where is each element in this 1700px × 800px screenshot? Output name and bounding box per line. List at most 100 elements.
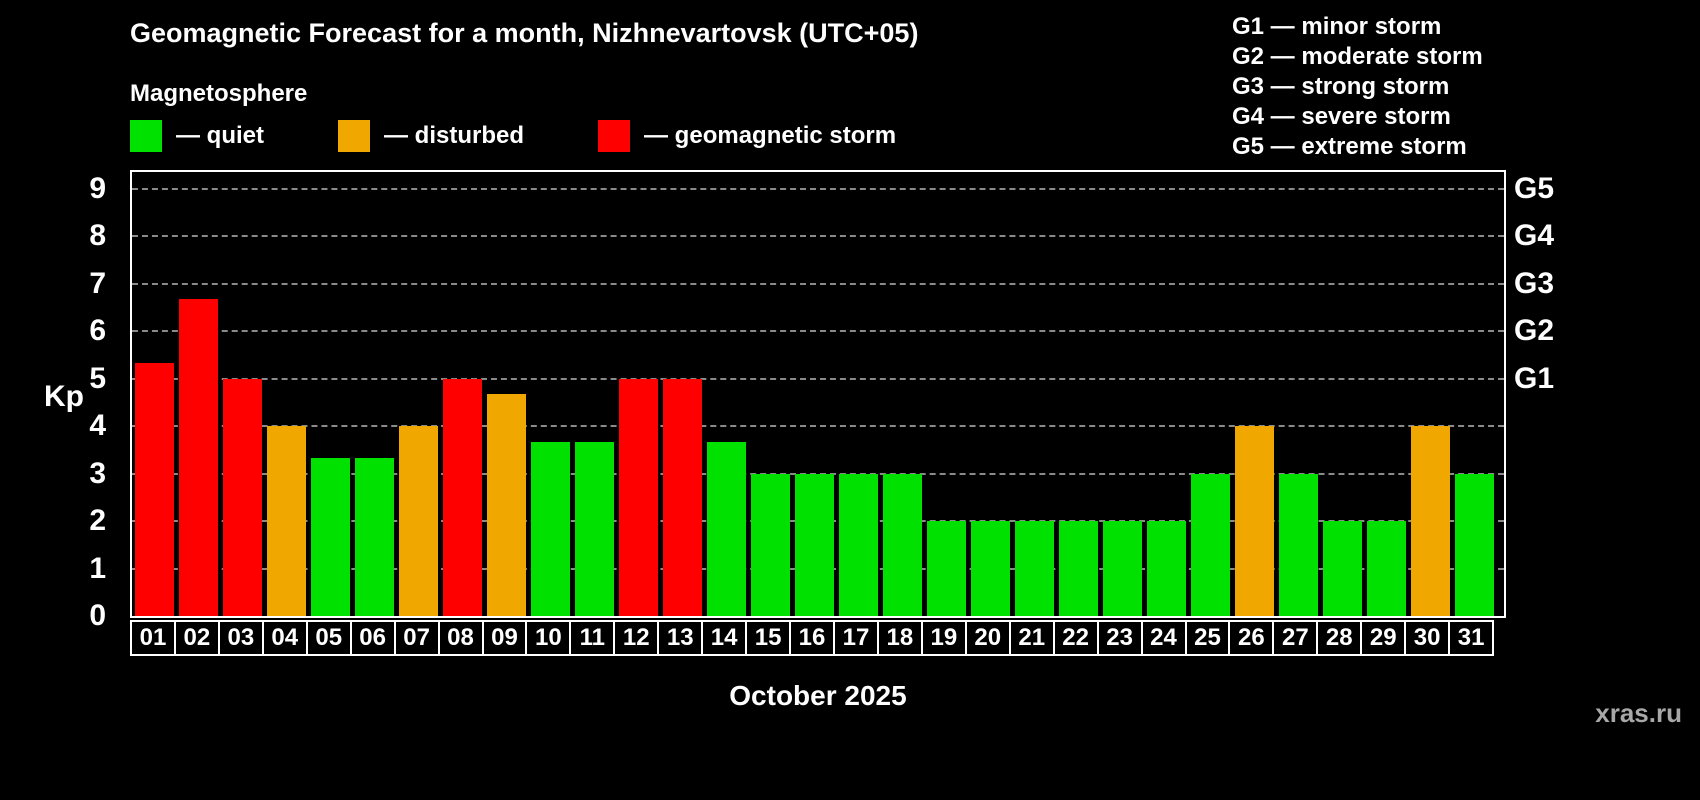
- kp-bar-day-02: [178, 299, 218, 616]
- storm-scale-g2: G2 — moderate storm: [1232, 43, 1483, 70]
- kp-bar-day-14: [706, 441, 746, 616]
- y-tick-7: 7: [89, 266, 106, 300]
- day-box-10: 10: [527, 620, 572, 656]
- y-axis-title: Kp: [44, 380, 84, 413]
- g-tick-g2: G2: [1514, 314, 1555, 347]
- legend-label-storm: — geomagnetic storm: [644, 122, 897, 149]
- kp-bar-day-28: [1322, 521, 1362, 616]
- bar-slot-16: [792, 172, 836, 616]
- x-axis-day-labels: 01 02 03 04 05 06 07 08 09 10 11 12 13 14 15 16 17 18 19 20…: [130, 620, 1495, 656]
- storm-color-swatch: [598, 120, 631, 152]
- bar-slot-21: [1012, 172, 1056, 616]
- bar-slot-20: [968, 172, 1012, 616]
- kp-bar-day-01: [134, 362, 174, 616]
- y-axis-left-ticks: 0 1 2 3 4 5 6 7 8 9: [0, 170, 118, 633]
- storm-scale-g1: G1 — minor storm: [1232, 13, 1442, 40]
- kp-bar-day-18: [882, 473, 922, 616]
- kp-bar-day-25: [1190, 473, 1230, 616]
- kp-bar-day-29: [1366, 521, 1406, 616]
- bar-slot-24: [1144, 172, 1188, 616]
- bar-slot-29: [1364, 172, 1408, 616]
- bar-slot-25: [1188, 172, 1232, 616]
- day-box-23: 23: [1098, 620, 1143, 656]
- bar-slot-05: [308, 172, 352, 616]
- y-tick-8: 8: [89, 219, 106, 252]
- day-box-01: 01: [130, 620, 176, 656]
- day-box-22: 22: [1054, 620, 1099, 656]
- bar-slot-30: [1408, 172, 1452, 616]
- quiet-color-swatch: [130, 120, 162, 152]
- day-box-31: 31: [1450, 620, 1495, 656]
- y-tick-0: 0: [89, 599, 106, 632]
- kp-bar-day-31: [1454, 473, 1494, 616]
- g-tick-g5: G5: [1514, 171, 1555, 205]
- bar-slot-01: [132, 172, 176, 616]
- day-box-11: 11: [571, 620, 616, 656]
- gridline-kp-4: [132, 425, 1504, 427]
- kp-bar-day-07: [398, 426, 438, 616]
- bar-slot-08: [440, 172, 484, 616]
- day-box-08: 08: [439, 620, 484, 656]
- kp-bar-day-20: [970, 521, 1010, 616]
- bar-slot-02: [176, 172, 220, 616]
- g-tick-g1: G1: [1514, 361, 1555, 395]
- day-box-19: 19: [922, 620, 967, 656]
- legend-item-storm: — geomagnetic storm: [598, 120, 896, 152]
- y-tick-1: 1: [89, 551, 106, 585]
- bar-slot-04: [264, 172, 308, 616]
- day-box-29: 29: [1362, 620, 1407, 656]
- day-box-24: 24: [1142, 620, 1187, 656]
- gridline-kp-9: [132, 187, 1504, 190]
- kp-bar-day-17: [838, 473, 878, 616]
- y-tick-5: 5: [89, 361, 106, 395]
- day-box-21: 21: [1010, 620, 1055, 656]
- bar-slot-18: [880, 172, 924, 616]
- legend-item-quiet: — quiet: [130, 120, 264, 152]
- x-axis-title: October 2025: [729, 680, 907, 711]
- g-tick-g4: G4: [1514, 219, 1555, 252]
- day-box-15: 15: [747, 620, 792, 656]
- day-box-12: 12: [615, 620, 660, 656]
- gridline-kp-5: [132, 377, 1504, 380]
- day-box-06: 06: [351, 620, 396, 656]
- day-box-04: 04: [263, 620, 308, 656]
- day-box-16: 16: [791, 620, 835, 656]
- bar-slot-06: [352, 172, 396, 616]
- bar-slot-22: [1056, 172, 1100, 616]
- bar-slot-28: [1320, 172, 1364, 616]
- kp-bar-day-15: [750, 473, 790, 616]
- plot-area: [130, 170, 1506, 618]
- day-box-27: 27: [1274, 620, 1319, 656]
- bar-slot-23: [1100, 172, 1144, 616]
- y-tick-4: 4: [89, 409, 106, 442]
- day-box-03: 03: [219, 620, 264, 656]
- bar-slot-13: [660, 172, 704, 616]
- storm-scale-legend: G1 — minor storm G2 — moderate storm G3 …: [1232, 12, 1483, 162]
- bar-slot-19: [924, 172, 968, 616]
- storm-scale-g3: G3 — strong storm: [1232, 73, 1450, 100]
- bar-slot-17: [836, 172, 880, 616]
- disturbed-color-swatch: [338, 120, 370, 152]
- bar-slot-10: [528, 172, 572, 616]
- bar-slot-12: [616, 172, 660, 616]
- watermark: xras.ru: [1595, 698, 1682, 728]
- gridline-kp-7: [132, 282, 1504, 285]
- kp-bar-day-05: [310, 457, 350, 616]
- day-box-26: 26: [1230, 620, 1275, 656]
- bar-slot-26: [1232, 172, 1276, 616]
- legend-item-disturbed: — disturbed: [338, 120, 524, 152]
- day-box-13: 13: [659, 620, 704, 656]
- y-tick-3: 3: [89, 456, 106, 490]
- legend-label-quiet: — quiet: [176, 122, 264, 149]
- kp-bar-day-23: [1102, 521, 1142, 616]
- legend-label-disturbed: — disturbed: [384, 122, 525, 149]
- kp-bar-day-12: [618, 378, 658, 616]
- bar-slot-07: [396, 172, 440, 616]
- bar-slot-14: [704, 172, 748, 616]
- day-box-25: 25: [1186, 620, 1231, 656]
- kp-bar-day-27: [1278, 473, 1318, 616]
- day-box-30: 30: [1406, 620, 1451, 656]
- kp-bar-day-30: [1410, 426, 1450, 616]
- day-box-20: 20: [966, 620, 1011, 656]
